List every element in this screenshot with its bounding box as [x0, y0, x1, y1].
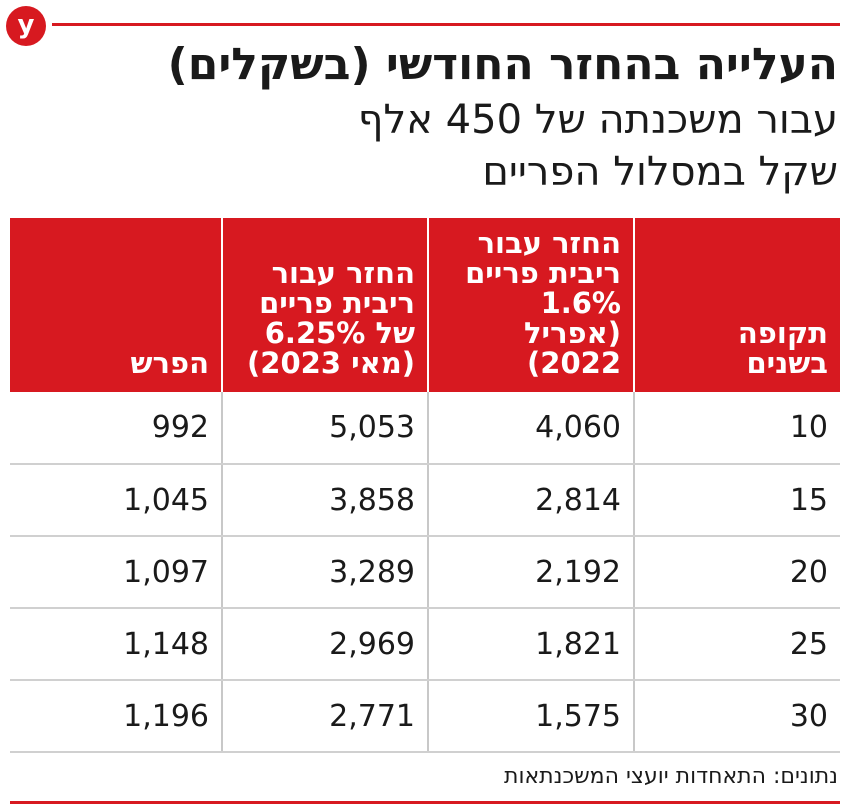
- cell-payment-2022: 4,060: [427, 392, 634, 465]
- header-difference: הפרש: [10, 218, 222, 392]
- table-row: 25 1,821 2,969 1,148: [10, 608, 840, 681]
- cell-difference: 1,045: [10, 464, 222, 537]
- page-subtitle: עבור משכנתה של 450 אלף שקל במסלול הפריים: [357, 97, 838, 195]
- payments-table: תקופה בשנים החזר עבור ריבית פריים 1.6% (…: [10, 218, 840, 753]
- table-header-row: תקופה בשנים החזר עבור ריבית פריים 1.6% (…: [10, 218, 840, 392]
- cell-payment-2023: 3,858: [221, 464, 428, 537]
- cell-period: 10: [633, 392, 840, 465]
- cell-payment-2022: 1,821: [427, 608, 634, 681]
- cell-period: 30: [633, 680, 840, 753]
- ynet-logo: y: [6, 6, 46, 46]
- bottom-divider: [10, 801, 840, 804]
- cell-payment-2023: 2,969: [221, 608, 428, 681]
- cell-payment-2022: 2,192: [427, 536, 634, 609]
- cell-payment-2023: 5,053: [221, 392, 428, 465]
- table-row: 30 1,575 2,771 1,196: [10, 680, 840, 753]
- source-note: נתונים: התאחדות יועצי המשכנתאות: [504, 764, 838, 789]
- cell-difference: 1,196: [10, 680, 222, 753]
- cell-period: 20: [633, 536, 840, 609]
- cell-difference: 1,148: [10, 608, 222, 681]
- header-period: תקופה בשנים: [633, 218, 840, 392]
- top-divider: [52, 23, 840, 26]
- cell-payment-2022: 2,814: [427, 464, 634, 537]
- cell-payment-2023: 2,771: [221, 680, 428, 753]
- header-payment-2022: החזר עבור ריבית פריים 1.6% (אפריל 2022): [427, 218, 634, 392]
- cell-period: 25: [633, 608, 840, 681]
- header-payment-2023: החזר עבור ריבית פריים של 6.25% (מאי 2023…: [221, 218, 428, 392]
- table-row: 20 2,192 3,289 1,097: [10, 536, 840, 609]
- cell-payment-2023: 3,289: [221, 536, 428, 609]
- cell-payment-2022: 1,575: [427, 680, 634, 753]
- table-row: 15 2,814 3,858 1,045: [10, 464, 840, 537]
- cell-difference: 1,097: [10, 536, 222, 609]
- table-row: 10 4,060 5,053 992: [10, 392, 840, 465]
- cell-period: 15: [633, 464, 840, 537]
- page-title: העלייה בהחזר החודשי (בשקלים): [167, 39, 838, 90]
- cell-difference: 992: [10, 392, 222, 465]
